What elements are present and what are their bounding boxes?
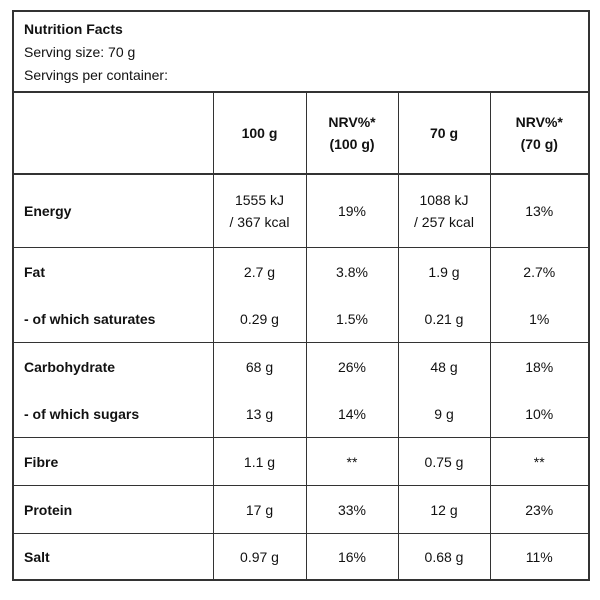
value-cell: 23% [489,485,588,534]
nutrient-label: - of which saturates [24,310,156,327]
value-cell: ** [489,437,588,486]
table-head: 100 g NRV%* (100 g) 70 g NRV%* (70 g) [14,93,588,174]
nutrient-row: - of which saturates 0.29 g 1.5% 0.21 g 1% [14,295,588,343]
cell-line: 1088 kJ [419,192,469,208]
value-cell: 19% [305,174,398,248]
row-group: Carbohydrate 68 g 26% 48 g 18% - of which sug… [14,342,588,438]
column-header: NRV%* (70 g) [489,93,588,174]
value-cell: 33% [305,485,398,534]
row-group: Fat 2.7 g 3.8% 1.9 g 2.7% - of which saturate… [14,247,588,343]
cell-line: 70 g [429,125,458,141]
cell-line: 1555 kJ [234,192,285,208]
value-cell: 1% [489,295,588,343]
value-cell: 9 g [397,390,490,438]
row-group: Salt 0.97 g 16% 0.68 g 11% [14,533,588,579]
nutrient-label: Carbohydrate [24,358,116,375]
title: Nutrition Facts [24,21,123,37]
value-cell: 16% [305,533,398,579]
cell-line: NRV%* [515,114,563,130]
value-cell: 11% [489,533,588,579]
cell-line: (70 g) [520,136,558,152]
value-cell: 1.9 g [397,247,490,295]
value-cell: 68 g [212,342,306,390]
nutrient-row: Energy 1555 kJ / 367 kcal 19% 1088 kJ / 257 k… [14,174,588,248]
cell-line: (100 g) [329,136,375,152]
value-cell: ** [305,437,398,486]
nutrient-label: Energy [24,203,72,219]
nutrient-label: - of which sugars [24,405,140,422]
value-cell: 0.68 g [397,533,490,579]
nutrient-label: Salt [24,548,50,565]
value-cell: 0.21 g [397,295,490,343]
value-cell: 0.29 g [212,295,306,343]
value-cell: 1.5% [305,295,398,343]
value-cell: 26% [305,342,398,390]
header: Nutrition Facts Serving size: 70 g Servi… [14,12,588,93]
servings-per-container: Servings per container: [24,67,168,83]
value-cell: 0.75 g [397,437,490,486]
value-cell: 18% [489,342,588,390]
nutrient-row: Fibre 1.1 g ** 0.75 g ** [14,437,588,486]
value-cell: 17 g [212,485,306,534]
value-cell: 0.97 g [212,533,306,579]
value-cell: 10% [489,390,588,438]
value-cell: 2.7 g [212,247,306,295]
column-header: 100 g [212,93,306,174]
value-cell: 1088 kJ / 257 kcal [397,174,490,248]
value-cell: 13 g [212,390,306,438]
nutrient-row: Fat 2.7 g 3.8% 1.9 g 2.7% [14,247,588,295]
nutrition-table: 100 g NRV%* (100 g) 70 g NRV%* (70 g) Energy 15… [14,93,588,579]
value-cell: 14% [305,390,398,438]
row-group: Energy 1555 kJ / 367 kcal 19% 1088 kJ / 257 k… [14,174,588,248]
nutrient-row: - of which sugars 13 g 14% 9 g 10% [14,390,588,438]
cell-line: NRV%* [328,114,376,130]
nutrient-row: Carbohydrate 68 g 26% 48 g 18% [14,342,588,390]
nutrition-panel: Nutrition Facts Serving size: 70 g Servi… [12,10,590,581]
cell-line: / 367 kcal [229,214,290,230]
header-row: 100 g NRV%* (100 g) 70 g NRV%* (70 g) [14,93,588,174]
value-cell: 13% [489,174,588,248]
nutrient-row: Protein 17 g 33% 12 g 23% [14,485,588,534]
value-cell: 1555 kJ / 367 kcal [212,174,306,248]
value-cell: 3.8% [305,247,398,295]
row-group: Protein 17 g 33% 12 g 23% [14,485,588,534]
column-header: 70 g [397,93,490,174]
column-header [14,93,213,174]
value-cell: 1.1 g [212,437,306,486]
column-header: NRV%* (100 g) [305,93,398,174]
value-cell: 12 g [397,485,490,534]
cell-line: / 257 kcal [414,214,474,230]
value-cell: 48 g [397,342,490,390]
nutrient-row: Salt 0.97 g 16% 0.68 g 11% [14,533,588,579]
serving-size: Serving size: 70 g [24,44,136,60]
value-cell: 2.7% [489,247,588,295]
row-group: Fibre 1.1 g ** 0.75 g ** [14,437,588,486]
nutrient-label: Fibre [24,453,59,470]
cell-line: 100 g [241,125,278,141]
nutrient-label: Protein [24,501,73,518]
nutrient-label: Fat [24,263,45,280]
